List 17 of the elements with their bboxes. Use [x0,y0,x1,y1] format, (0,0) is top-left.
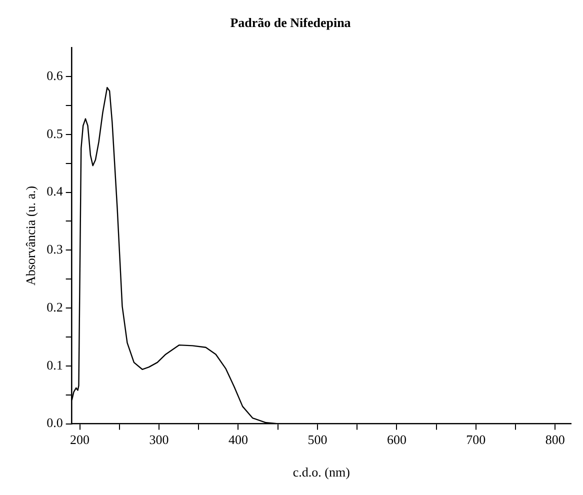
x-tick-label: 600 [386,432,406,448]
x-tick-label: 300 [149,432,169,448]
x-tick-label: 400 [228,432,248,448]
x-axis-title: c.d.o. (nm) [292,464,350,480]
y-tick-label: 0.4 [46,184,64,199]
y-tick-label: 0.5 [46,126,63,141]
y-tick-label: 0.2 [46,299,63,314]
y-tick-label: 0.3 [46,242,63,257]
x-tick-label: 200 [70,432,90,448]
y-tick-label: 0.0 [46,415,63,430]
x-tick-label: 500 [308,432,328,448]
y-tick-label: 0.1 [46,357,63,372]
chart-title: Padrão de Nifedepina [230,15,352,30]
y-axis-title: Absorvância (u. a.) [23,186,38,286]
x-tick-label: 700 [466,432,486,448]
x-tick-label: 800 [545,432,565,448]
y-tick-label: 0.6 [46,68,64,83]
